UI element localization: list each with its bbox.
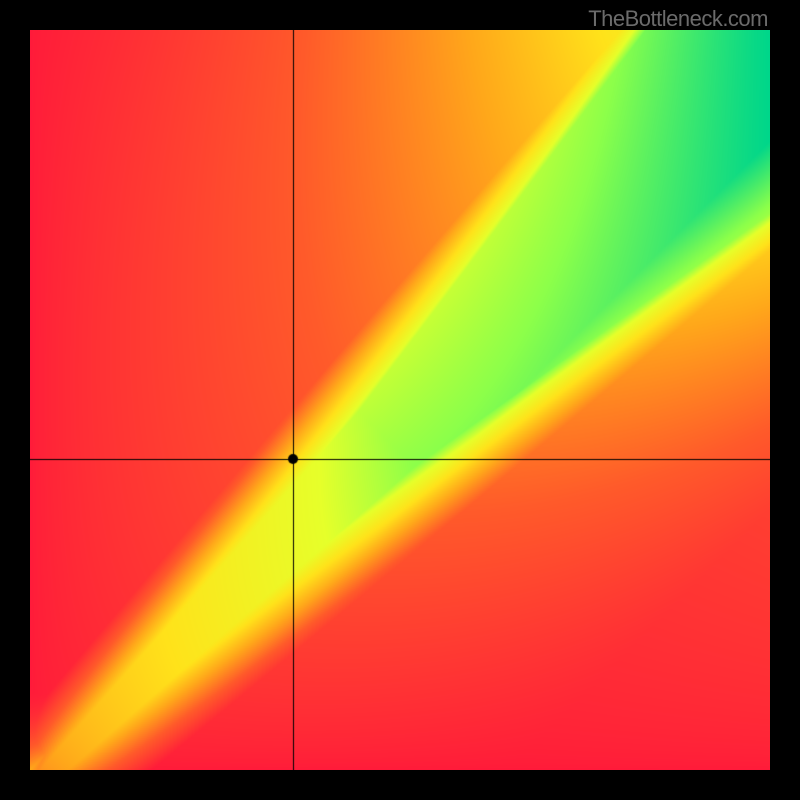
plot-area <box>30 30 770 770</box>
chart-container: TheBottleneck.com <box>0 0 800 800</box>
heatmap-canvas <box>30 30 770 770</box>
watermark-text: TheBottleneck.com <box>588 6 768 32</box>
